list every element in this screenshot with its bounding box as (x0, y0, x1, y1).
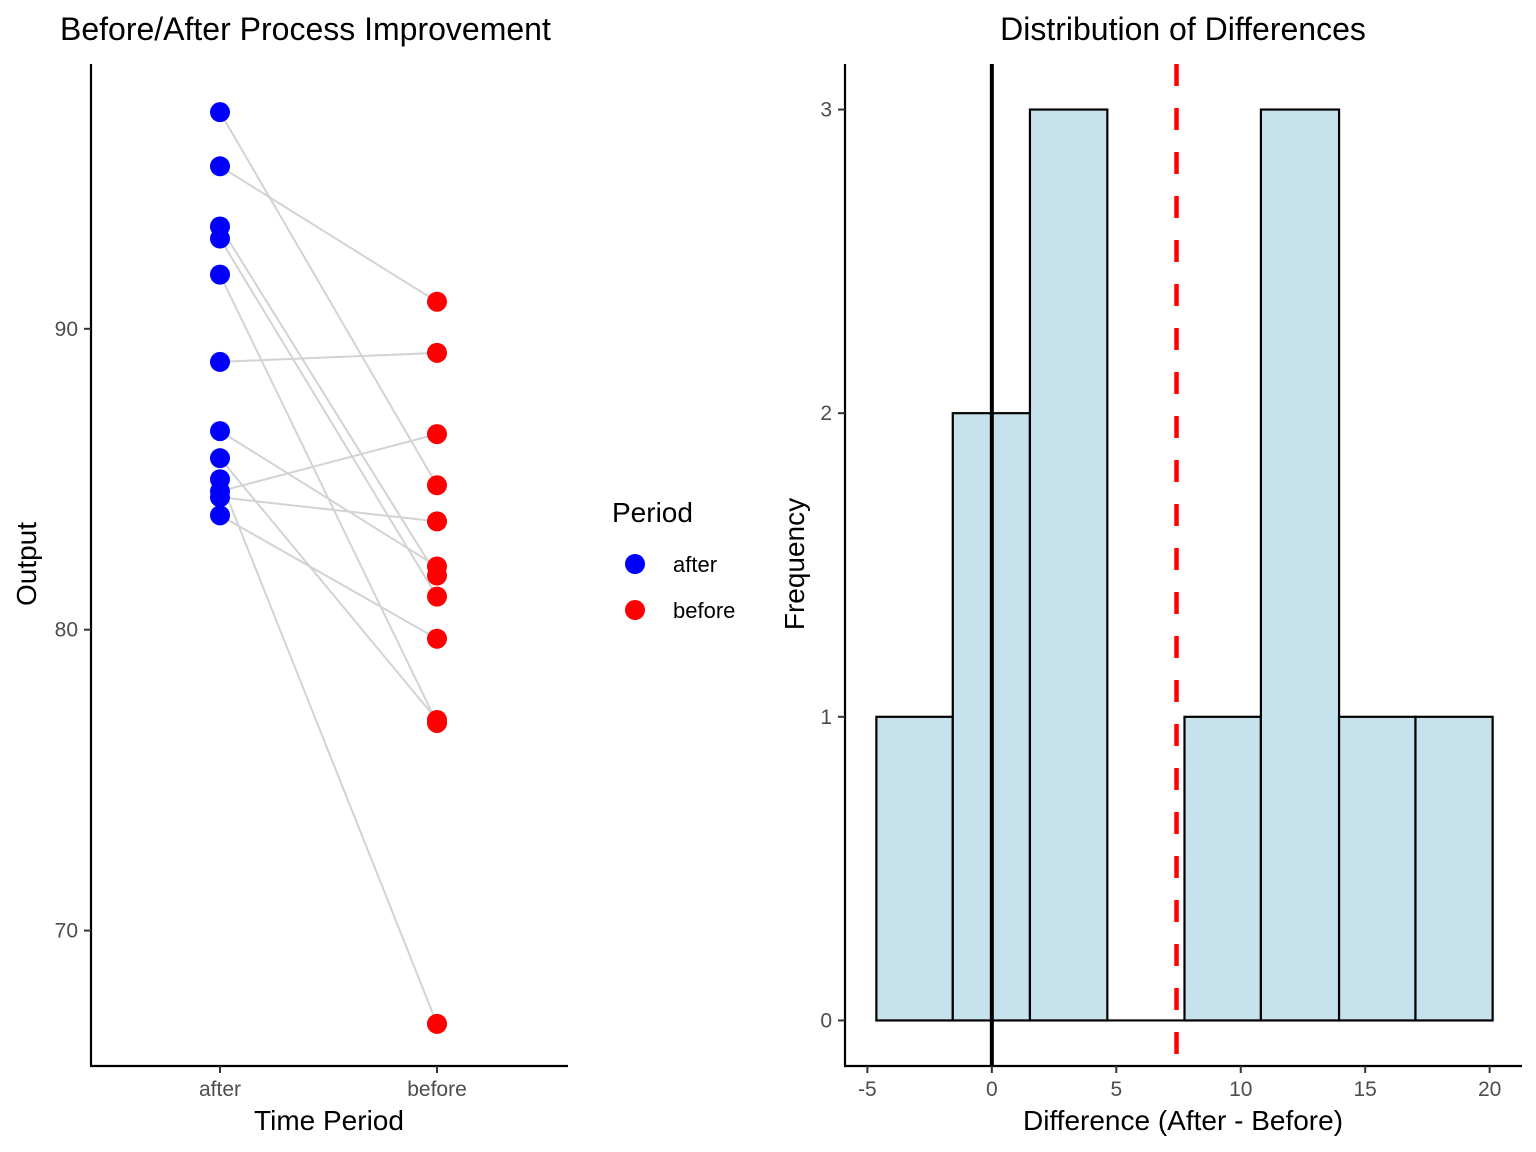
y-tick-label: 90 (55, 318, 78, 341)
x-ticks: after before (199, 1066, 467, 1101)
before-point (427, 586, 447, 607)
legend-title: Period (612, 497, 693, 528)
y-tick-label: 2 (820, 402, 832, 425)
y-tick-label: 80 (55, 619, 78, 642)
y-tick-label: 1 (820, 706, 832, 729)
hist-x-axis-title: Difference (After - Before) (1023, 1105, 1343, 1136)
histogram-bars (875, 108, 1494, 1022)
hist-x-ticks: -5 0 5 10 15 20 (858, 1066, 1501, 1101)
hist-y-axis-title: Frequency (779, 498, 810, 630)
pair-line (219, 111, 438, 486)
pair-line (219, 433, 438, 493)
after-point (210, 487, 230, 508)
histogram-bar (1414, 715, 1494, 1022)
after-point (210, 448, 230, 469)
y-ticks: 70 80 90 (55, 318, 91, 943)
after-point (210, 505, 230, 526)
after-point (210, 228, 230, 249)
before-point (427, 1013, 447, 1034)
before-point (427, 291, 447, 312)
x-tick-label: before (407, 1078, 467, 1101)
hist-y-ticks: 0 1 2 3 (820, 99, 845, 1032)
histogram-bar (1337, 715, 1417, 1022)
histogram-panel: Distribution of Differences 0 1 2 3 -5 0 5 10 1… (779, 11, 1522, 1136)
pair-lines (219, 111, 438, 1025)
data-points (210, 102, 447, 1034)
pair-line (219, 430, 438, 568)
legend-label-after: after (673, 552, 717, 577)
x-tick-label: -5 (858, 1078, 877, 1101)
reference-lines (989, 64, 1179, 1066)
y-tick-label: 0 (820, 1009, 832, 1032)
legend-key-after (625, 554, 645, 574)
x-tick-label: 5 (1110, 1078, 1122, 1101)
histogram-bar (1183, 715, 1263, 1022)
before-point (427, 628, 447, 649)
x-tick-label: 10 (1229, 1078, 1252, 1101)
before-point (427, 424, 447, 445)
pair-line (219, 514, 438, 640)
paired-plot-panel: Before/After Process Improvement 708090 … (11, 11, 568, 1136)
after-point (210, 351, 230, 372)
histogram-bar (875, 715, 954, 1022)
y-tick-label: 70 (55, 920, 78, 943)
histogram-title: Distribution of Differences (1000, 11, 1366, 47)
legend-key-before (625, 600, 645, 620)
before-point (427, 342, 447, 363)
pair-line (219, 238, 438, 598)
paired-plot-title: Before/After Process Improvement (60, 11, 551, 47)
before-point (427, 556, 447, 577)
legend-label-before: before (673, 598, 735, 623)
pair-line (219, 165, 438, 303)
after-point (210, 264, 230, 285)
y-axis-title: Output (11, 522, 42, 606)
pair-line (219, 478, 438, 1025)
x-tick-label: 20 (1478, 1078, 1501, 1101)
before-point (427, 511, 447, 532)
x-axis-title: Time Period (254, 1105, 404, 1136)
pair-line (219, 351, 438, 363)
x-tick-label: 15 (1354, 1078, 1377, 1101)
pair-line (219, 225, 438, 577)
legend: Period after before (612, 497, 735, 623)
after-point (210, 156, 230, 177)
x-tick-label: 0 (986, 1078, 998, 1101)
x-tick-label: after (199, 1078, 241, 1101)
pair-line (219, 496, 438, 523)
after-point (210, 102, 230, 123)
y-tick-label: 3 (820, 99, 832, 122)
before-point (427, 709, 447, 730)
histogram-bar (1259, 108, 1341, 1022)
histogram-bar (1028, 108, 1109, 1022)
before-point (427, 475, 447, 496)
after-point (210, 421, 230, 442)
